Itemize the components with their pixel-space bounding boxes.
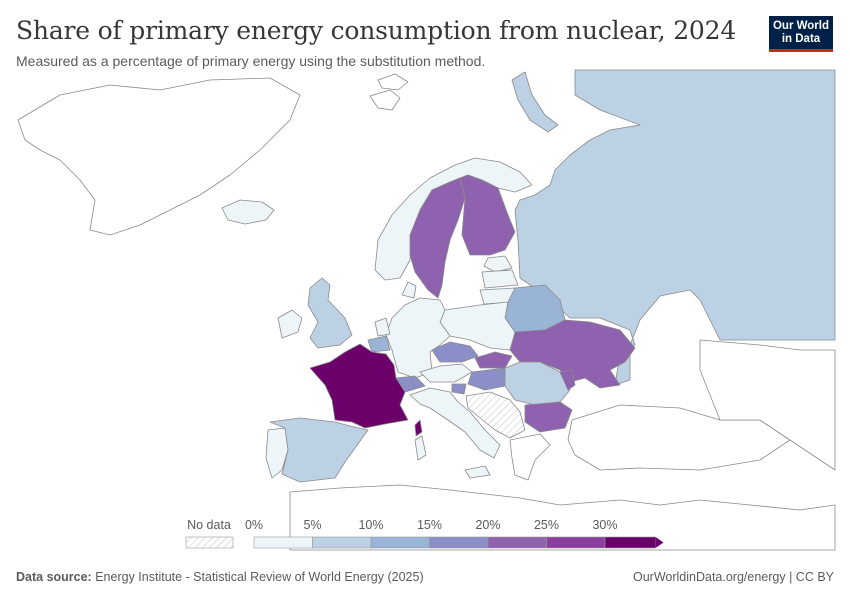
region-greenland[interactable] [17, 77, 301, 236]
region-greece[interactable] [509, 433, 551, 481]
data-source-text[interactable]: Energy Institute - Statistical Review of… [95, 570, 424, 584]
region-svalbard[interactable] [377, 73, 409, 91]
region-slovenia[interactable] [451, 383, 467, 395]
footer-link[interactable]: OurWorldinData.org/energy | CC BY [632, 570, 834, 584]
region-united-kingdom[interactable] [307, 277, 353, 349]
region-novaya-zemlya[interactable] [511, 71, 559, 133]
logo-line-2: in Data [781, 33, 821, 45]
legend-bin-1[interactable] [312, 536, 372, 549]
legend-bin-4[interactable] [487, 536, 547, 549]
chart-subtitle: Measured as a percentage of primary ener… [16, 53, 486, 69]
legend-tick-label: 15% [417, 518, 442, 532]
legend-no-data-swatch[interactable] [185, 536, 234, 549]
chart-title: Share of primary energy consumption from… [16, 16, 737, 45]
legend: No data 0% 5% 10% 15% 20% 25% 30% [185, 518, 664, 549]
data-source: Data source: Energy Institute - Statisti… [16, 570, 424, 584]
region-turkey[interactable] [567, 404, 791, 471]
region-moldova[interactable] [559, 369, 576, 391]
region-belgium[interactable] [367, 335, 391, 353]
region-spain[interactable] [269, 417, 369, 483]
region-north-africa[interactable] [289, 484, 836, 551]
legend-bin-2[interactable] [370, 536, 430, 549]
data-source-label: Data source: [16, 570, 92, 584]
region-italy[interactable] [409, 387, 501, 459]
region-arctic-islands[interactable] [369, 89, 401, 111]
region-balkans-nodata[interactable] [465, 391, 526, 439]
legend-bin-3[interactable] [429, 536, 489, 549]
region-slovakia[interactable] [474, 351, 513, 369]
region-sicily[interactable] [464, 465, 491, 479]
region-iceland[interactable] [221, 199, 275, 225]
europe-map: No data 0% 5% 10% 15% 20% 25% 30% [17, 69, 836, 551]
legend-tick-label: 25% [534, 518, 559, 532]
region-corsica[interactable] [414, 419, 423, 437]
legend-arrow [655, 537, 664, 548]
region-netherlands[interactable] [374, 317, 391, 337]
logo-line-1: Our World [772, 20, 829, 32]
region-russia[interactable] [514, 69, 836, 386]
region-latvia[interactable] [481, 269, 519, 289]
region-denmark[interactable] [401, 281, 417, 299]
region-germany[interactable] [385, 297, 451, 379]
legend-tick-label: 20% [475, 518, 500, 532]
legend-bin-5[interactable] [546, 536, 606, 549]
legend-bin-6[interactable] [604, 536, 656, 549]
region-france[interactable] [309, 343, 409, 429]
region-czechia[interactable] [431, 341, 479, 363]
legend-tick-label: 0% [245, 518, 263, 532]
region-sardinia[interactable] [414, 435, 427, 461]
legend-tick-label: 5% [303, 518, 321, 532]
legend-no-data-label: No data [187, 518, 231, 532]
region-finland[interactable] [459, 174, 516, 256]
region-bulgaria[interactable] [524, 401, 573, 433]
legend-tick-label: 30% [592, 518, 617, 532]
legend-tick-label: 10% [358, 518, 383, 532]
legend-bin-0[interactable] [253, 536, 313, 549]
region-sweden[interactable] [409, 177, 466, 299]
region-caucasus[interactable] [699, 339, 836, 471]
owid-logo[interactable]: Our World in Data [769, 16, 833, 52]
region-estonia[interactable] [483, 255, 513, 273]
region-romania[interactable] [504, 361, 571, 406]
region-ireland[interactable] [277, 309, 303, 339]
